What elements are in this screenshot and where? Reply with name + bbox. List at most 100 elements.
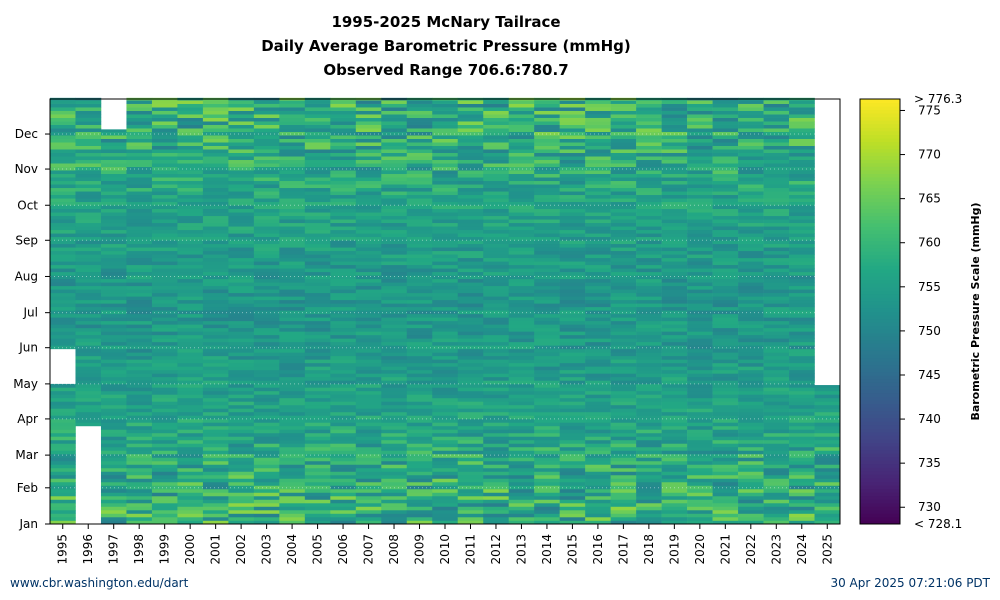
heatmap-cell: [202, 194, 229, 199]
heatmap-cell: [534, 152, 560, 157]
heatmap-cell: [330, 268, 357, 273]
colorbar-step: [860, 516, 900, 521]
heatmap-cell: [100, 376, 127, 381]
heatmap-cell: [457, 362, 484, 367]
heatmap-cell: [636, 110, 662, 115]
heatmap-cell: [789, 362, 815, 367]
heatmap-cell: [75, 250, 102, 255]
colorbar-step: [860, 350, 900, 355]
heatmap-cell: [432, 401, 459, 406]
heatmap-cell: [304, 506, 331, 511]
heatmap-cell: [355, 506, 382, 511]
heatmap-cell: [738, 289, 764, 294]
heatmap-cell: [381, 100, 408, 104]
heatmap-cell: [559, 163, 586, 168]
heatmap-cell: [763, 303, 790, 308]
heatmap-cell: [738, 467, 764, 472]
heatmap-cell: [432, 338, 459, 343]
heatmap-cell: [610, 313, 637, 318]
heatmap-cell: [151, 292, 178, 297]
heatmap-cell: [253, 215, 280, 220]
heatmap-cell: [406, 170, 433, 175]
heatmap-cell: [228, 401, 255, 406]
heatmap-cell: [126, 509, 153, 514]
heatmap-cell: [381, 387, 408, 392]
heatmap-cell: [330, 467, 357, 472]
heatmap-cell: [585, 212, 611, 217]
heatmap-cell: [253, 513, 280, 518]
heatmap-cell: [508, 499, 535, 504]
heatmap-cell: [585, 303, 611, 308]
heatmap-cell: [763, 142, 790, 146]
heatmap-cell: [177, 303, 204, 308]
heatmap-cell: [687, 513, 713, 518]
heatmap-cell: [585, 121, 611, 125]
heatmap-cell: [177, 152, 204, 157]
heatmap-cell: [50, 460, 76, 465]
heatmap-cell: [151, 341, 178, 346]
heatmap-cell: [279, 278, 306, 283]
heatmap-cell: [355, 107, 382, 111]
heatmap-cell: [610, 159, 637, 164]
heatmap-cell: [75, 107, 102, 111]
heatmap-cell: [789, 373, 815, 378]
heatmap-cell: [534, 121, 560, 125]
heatmap-cell: [126, 121, 153, 125]
heatmap-cell: [75, 110, 102, 115]
heatmap-cell: [763, 429, 790, 434]
heatmap-cell: [202, 366, 229, 371]
footer-source-link[interactable]: www.cbr.washington.edu/dart: [10, 576, 189, 590]
heatmap-cell: [534, 128, 560, 132]
colorbar-step: [860, 364, 900, 369]
heatmap-cell: [151, 397, 178, 402]
heatmap-cell: [636, 397, 662, 402]
heatmap-cell: [585, 149, 611, 154]
heatmap-cell: [126, 163, 153, 168]
heatmap-cell: [661, 408, 688, 413]
heatmap-cell: [457, 114, 484, 118]
heatmap-cell: [610, 481, 637, 486]
heatmap-cell: [100, 184, 127, 189]
heatmap-cell: [814, 485, 841, 490]
heatmap-cell: [279, 520, 306, 525]
heatmap-cell: [202, 317, 229, 322]
heatmap-cell: [483, 257, 510, 262]
heatmap-cell: [177, 198, 204, 203]
heatmap-cell: [228, 275, 255, 280]
heatmap-cell: [483, 114, 510, 118]
heatmap-cell: [381, 222, 408, 227]
heatmap-cell: [687, 292, 713, 297]
heatmap-cell: [585, 513, 611, 518]
heatmap-cell: [381, 152, 408, 157]
heatmap-cell: [483, 481, 510, 486]
heatmap-cell: [432, 128, 459, 132]
colorbar-step: [860, 134, 900, 139]
heatmap-cell: [202, 306, 229, 311]
heatmap-cell: [534, 418, 560, 423]
heatmap-cell: [508, 432, 535, 437]
heatmap-cell: [202, 163, 229, 168]
heatmap-cell: [610, 292, 637, 297]
heatmap-cell: [687, 296, 713, 301]
heatmap-cell: [100, 229, 127, 234]
heatmap-cell: [228, 243, 255, 248]
heatmap-cell: [763, 240, 790, 245]
heatmap-cell: [738, 145, 764, 150]
heatmap-cell: [636, 103, 662, 108]
heatmap-cell: [585, 369, 611, 374]
heatmap-cell: [151, 180, 178, 185]
heatmap-cell: [406, 324, 433, 329]
heatmap-cell: [661, 184, 688, 189]
heatmap-cell: [126, 373, 153, 378]
heatmap-cell: [508, 429, 535, 434]
heatmap-cell: [610, 366, 637, 371]
heatmap-cell: [687, 376, 713, 381]
heatmap-cell: [508, 285, 535, 290]
heatmap-cell: [610, 390, 637, 395]
heatmap-cell: [228, 453, 255, 458]
heatmap-cell: [483, 271, 510, 276]
heatmap-cell: [228, 355, 255, 360]
heatmap-cell: [355, 425, 382, 430]
heatmap-cell: [253, 390, 280, 395]
heatmap-cell: [432, 383, 459, 388]
